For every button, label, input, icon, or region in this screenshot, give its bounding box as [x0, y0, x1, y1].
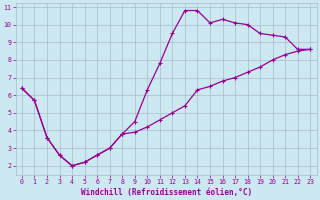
X-axis label: Windchill (Refroidissement éolien,°C): Windchill (Refroidissement éolien,°C) — [81, 188, 252, 197]
